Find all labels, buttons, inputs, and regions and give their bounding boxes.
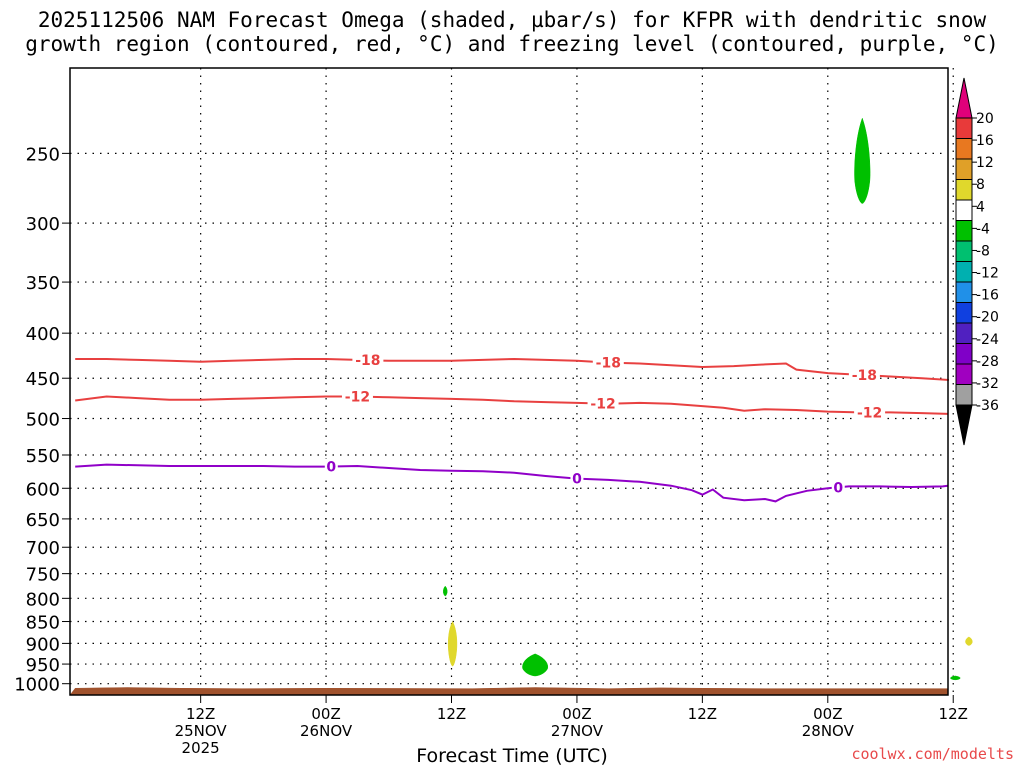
colorbar-swatch [955,363,973,385]
credit-text: coolwx.com/modelts [851,745,1014,763]
ground-fill [69,687,949,696]
contour-line [75,357,949,381]
chart-title-line1: 2025112506 NAM Forecast Omega (shaded, µ… [37,8,987,32]
colorbar-label: 4 [976,199,985,215]
x-tick-label: 12Z 25NOV 2025 [175,705,228,757]
contour-label: -18 [596,356,621,372]
colorbar-swatch [955,158,973,180]
x-tick-label: 00Z 28NOV [802,705,855,740]
contour-label-bg [854,404,886,421]
contour-label: 0 [572,472,582,488]
colorbar-swatch [955,302,973,324]
y-tick-label: 550 [26,446,60,467]
contour-label-bg [570,470,584,487]
colorbar-label: -12 [976,266,999,282]
colorbar-swatch [955,220,973,242]
colorbar-label: 8 [976,177,985,193]
x-tick-label: 12Z [437,705,466,723]
y-tick-label: 900 [26,634,60,655]
y-tick-label: 650 [26,510,60,531]
colorbar-label: -4 [976,221,990,237]
y-tick-label: 450 [26,369,60,390]
colorbar-top-arrow [955,77,973,119]
x-tick-label: 00Z 26NOV [300,705,353,740]
plot-background [70,68,948,695]
omega-region [522,653,548,677]
contour-label: -12 [345,389,370,405]
colorbar-bottom-arrow [955,404,973,446]
colorbar-label: -20 [976,310,999,326]
y-tick-label: 250 [26,144,60,165]
y-tick-label: 800 [26,589,60,610]
colorbar-swatch [955,322,973,344]
y-tick-label: 750 [26,565,60,586]
colorbar-label: 16 [976,133,994,149]
colorbar-swatch [955,384,973,406]
contour-line [75,463,949,503]
contour-label-bg [341,388,373,405]
x-axis-ticks: 12Z 25NOV 2025 00Z 26NOV 12Z 00Z 27NOV 12Z 00Z 28N… [175,695,968,757]
colorbar-swatch [955,240,973,262]
x-tick-label: 00Z 27NOV [551,705,604,740]
colorbar: 20 16 12 8 4 -4 -8 -12 -16 -20 -24 -28 -32 -36 [955,77,999,446]
y-tick-label: 300 [26,214,60,235]
colorbar-label: 12 [976,155,994,171]
contour-label-bg [587,395,619,412]
omega-region [950,675,961,681]
ground-layer [69,687,949,696]
colorbar-swatch [955,261,973,283]
colorbar-swatch [955,179,973,201]
contour-label: 0 [833,480,843,496]
contour-label-bg [324,458,338,475]
omega-shading [443,117,973,681]
chart-title: 2025112506 NAM Forecast Omega (shaded, µ… [0,8,1024,56]
colorbar-swatch [955,281,973,303]
omega-region [854,117,871,204]
x-tick-label: 12Z [688,705,717,723]
chart-title-line2: growth region (contoured, red, °C) and f… [25,32,999,56]
plot-frame [69,67,949,696]
y-tick-label: 400 [26,324,60,345]
y-tick-label: 500 [26,410,60,431]
colorbar-swatch [955,199,973,221]
plot-border [69,67,949,696]
colorbar-label: -16 [976,288,999,304]
colorbar-swatch [955,117,973,139]
contour-label: -18 [852,368,877,384]
colorbar-swatch [955,138,973,160]
y-tick-label: 950 [26,655,60,676]
colorbar-label: 20 [976,111,994,127]
y-tick-label: 350 [26,273,60,294]
omega-region [443,585,448,597]
colorbar-label: -24 [976,332,999,348]
contour-label-bg [352,352,384,369]
contour-label: 0 [326,460,336,476]
contour-label-bg [831,479,845,496]
x-tick-label: 12Z [939,705,968,723]
contour-label: -18 [355,353,380,369]
contour-label-bg [592,354,624,371]
colorbar-label: -28 [976,354,999,370]
y-tick-label: 850 [26,613,60,634]
y-axis-ticks: 2503003504004505005506006507007508008509… [14,144,70,696]
colorbar-label: -36 [976,398,999,414]
colorbar-swatch [955,343,973,365]
temperature-contours: -18 -18 -18 -12 -12 -12 0 0 0 [75,352,949,503]
omega-region [447,620,458,667]
contour-line [75,395,949,415]
colorbar-label: -32 [976,376,999,392]
omega-region [965,636,973,646]
plot-area [70,68,948,695]
y-tick-label: 700 [26,538,60,559]
contour-label-bg [848,367,880,384]
y-tick-label: 600 [26,479,60,500]
contour-label: -12 [590,397,615,413]
colorbar-label: -8 [976,243,990,259]
x-axis-title: Forecast Time (UTC) [416,745,608,767]
y-tick-label: 1000 [14,675,60,696]
contour-label: -12 [857,405,882,421]
